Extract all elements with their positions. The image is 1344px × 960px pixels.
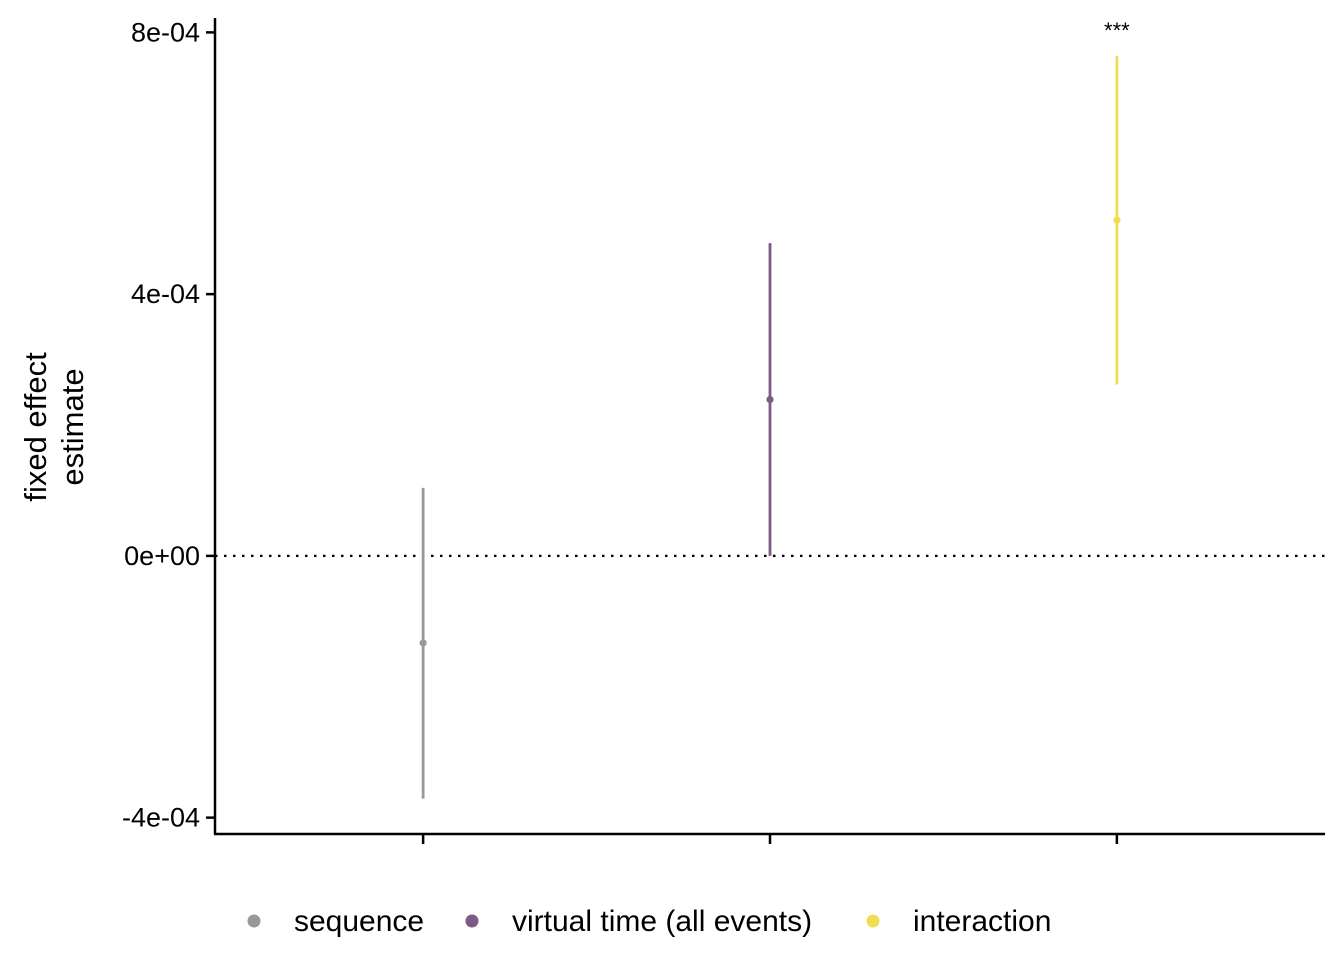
- legend-key-2: [866, 914, 880, 928]
- legend-key-1: [465, 914, 479, 928]
- y-axis-title: fixed effect estimate: [18, 352, 90, 502]
- y-axis-title-line-2: estimate: [55, 368, 90, 485]
- estimate-point-1: [766, 395, 774, 404]
- y-axis-title-line-1: fixed effect: [18, 352, 53, 502]
- y-tick-label: 4e-04: [131, 279, 200, 309]
- legend-label-1: virtual time (all events): [512, 905, 812, 938]
- estimate-point-2: [1113, 216, 1121, 224]
- estimate-point-0: [419, 639, 427, 647]
- y-tick-label: 8e-04: [131, 17, 200, 47]
- point-ranges: ***: [419, 18, 1130, 799]
- significance-label: ***: [1104, 18, 1130, 43]
- y-axis-ticks: -4e-04 0e+00 4e-04 8e-04: [122, 17, 215, 833]
- y-tick-label: -4e-04: [122, 803, 200, 833]
- legend-label-2: interaction: [913, 905, 1051, 938]
- x-axis-ticks: [421, 834, 1119, 844]
- y-tick-label: 0e+00: [124, 541, 200, 571]
- legend-label-0: sequence: [294, 905, 424, 938]
- legend-key-0: [247, 914, 261, 928]
- legend: sequence virtual time (all events) interac…: [247, 905, 1051, 938]
